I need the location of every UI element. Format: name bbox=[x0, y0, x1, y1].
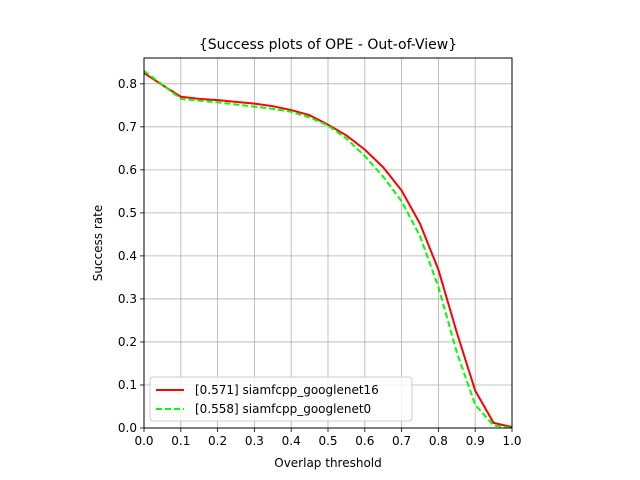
series-line-0 bbox=[143, 72, 513, 429]
series-line-1 bbox=[143, 70, 513, 429]
x-tick-label: 0.2 bbox=[208, 434, 227, 448]
legend-label-googlenet0: [0.558] siamfcpp_googlenet0 bbox=[195, 402, 371, 416]
y-tick-label: 0.5 bbox=[118, 206, 137, 220]
x-tick-label: 0.1 bbox=[171, 434, 190, 448]
y-tick-label: 0.6 bbox=[118, 163, 137, 177]
x-tick-label: 0.9 bbox=[466, 434, 485, 448]
y-tick-label: 0.4 bbox=[118, 249, 137, 263]
y-tick-label: 0.1 bbox=[118, 378, 137, 392]
legend: [0.571] siamfcpp_googlenet16 [0.558] sia… bbox=[149, 376, 413, 422]
x-tick-label: 0.8 bbox=[429, 434, 448, 448]
y-tick-label: 0.3 bbox=[118, 292, 137, 306]
x-tick-label: 0.3 bbox=[245, 434, 264, 448]
legend-box bbox=[149, 376, 413, 422]
series-lines bbox=[143, 70, 513, 429]
x-tick-label: 0.5 bbox=[318, 434, 337, 448]
y-tick-label: 0.0 bbox=[118, 421, 137, 435]
y-axis-label: Success rate bbox=[91, 205, 105, 282]
y-tick-label: 0.2 bbox=[118, 335, 137, 349]
x-axis-label: Overlap threshold bbox=[274, 456, 382, 470]
x-tick-label: 1.0 bbox=[502, 434, 521, 448]
x-tick-label: 0.6 bbox=[355, 434, 374, 448]
y-tick-label: 0.7 bbox=[118, 120, 137, 134]
y-tick-label: 0.8 bbox=[118, 77, 137, 91]
x-tick-label: 0.7 bbox=[392, 434, 411, 448]
chart-title: {Success plots of OPE - Out-of-View} bbox=[199, 37, 457, 53]
axis-ticks: 0.0 0.1 0.2 0.3 0.4 0.5 0.6 0.7 0.8 0.9 1.0 0.0 0.1 0… bbox=[118, 77, 522, 448]
legend-label-googlenet16: [0.571] siamfcpp_googlenet16 bbox=[195, 383, 379, 397]
x-tick-label: 0.0 bbox=[134, 434, 153, 448]
x-tick-label: 0.4 bbox=[282, 434, 301, 448]
